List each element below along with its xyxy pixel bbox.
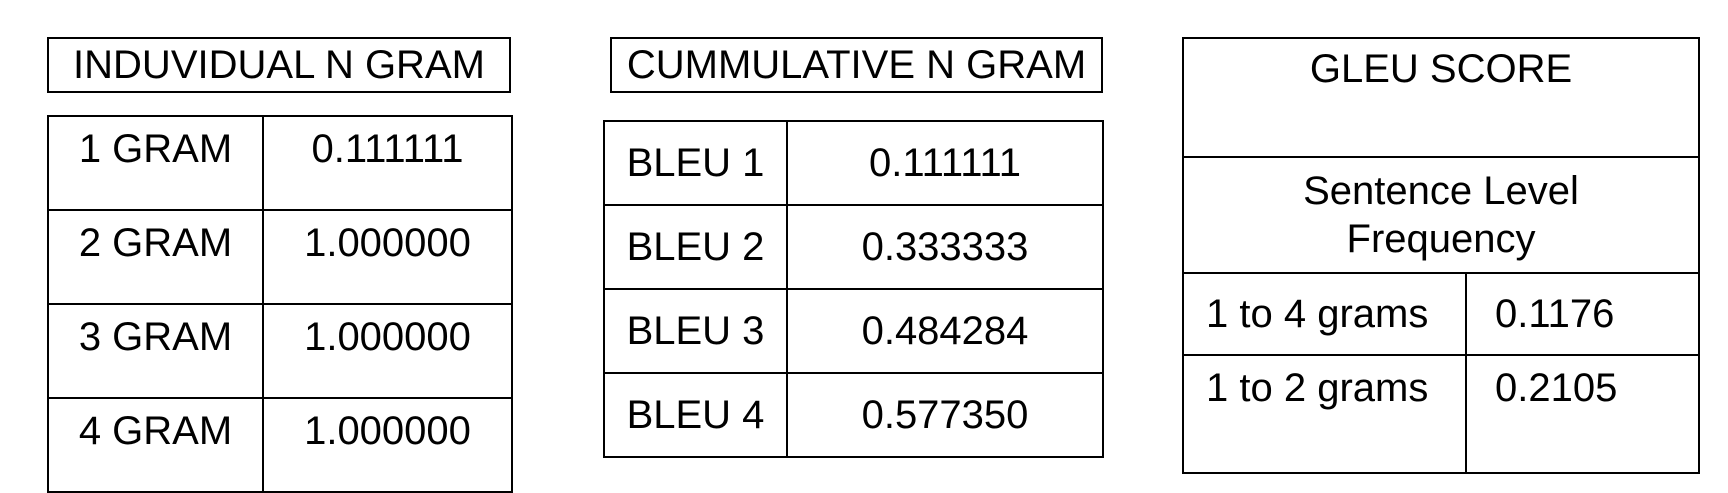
table-row: 1 GRAM 0.111111: [47, 115, 513, 211]
individual-ngram-title: INDUVIDUAL N GRAM: [47, 37, 511, 93]
subtitle-line-1: Sentence Level: [1303, 169, 1579, 213]
cumulative-ngram-title-text: CUMMULATIVE N GRAM: [626, 42, 1087, 87]
row-value: 0.333333: [786, 204, 1104, 290]
row-label: 4 GRAM: [47, 397, 264, 493]
row-value: 0.111111: [262, 115, 513, 211]
gleu-score-table: GLEU SCORE Sentence Level Frequency 1 to…: [1181, 37, 1701, 474]
cumulative-ngram-table: BLEU 1 0.111111 BLEU 2 0.333333 BLEU 3 0…: [603, 120, 1104, 458]
row-value: 0.2105: [1464, 354, 1701, 474]
table-row: BLEU 3 0.484284: [603, 288, 1104, 374]
row-value: 0.484284: [786, 288, 1104, 374]
table-row: 1 to 2 grams 0.2105: [1182, 354, 1701, 474]
gleu-score-subtitle: Sentence Level Frequency: [1181, 156, 1701, 274]
row-value: 1.000000: [262, 397, 513, 493]
row-label: BLEU 3: [603, 288, 788, 374]
row-label: 1 GRAM: [47, 115, 264, 211]
table-row: BLEU 2 0.333333: [603, 204, 1104, 290]
cumulative-ngram-title: CUMMULATIVE N GRAM: [610, 37, 1103, 93]
row-label: 3 GRAM: [47, 303, 264, 399]
row-value: 1.000000: [262, 209, 513, 305]
row-label: BLEU 2: [603, 204, 788, 290]
row-value: 0.1176: [1464, 272, 1701, 356]
table-row: 3 GRAM 1.000000: [47, 303, 513, 399]
table-row: 4 GRAM 1.000000: [47, 397, 513, 493]
row-label: BLEU 4: [603, 372, 788, 458]
table-row: 1 to 4 grams 0.1176: [1182, 272, 1701, 356]
table-row: 2 GRAM 1.000000: [47, 209, 513, 305]
table-row: BLEU 1 0.111111: [603, 120, 1104, 206]
row-label: 1 to 4 grams: [1182, 272, 1467, 356]
table-row: BLEU 4 0.577350: [603, 372, 1104, 458]
individual-ngram-title-text: INDUVIDUAL N GRAM: [73, 42, 485, 87]
row-value: 0.111111: [786, 120, 1104, 206]
gleu-score-header-row: GLEU SCORE: [1181, 37, 1701, 158]
subtitle-line-2: Frequency: [1346, 217, 1536, 261]
gleu-score-title: GLEU SCORE: [1181, 37, 1701, 158]
gleu-score-subheader-row: Sentence Level Frequency: [1181, 156, 1701, 274]
row-value: 1.000000: [262, 303, 513, 399]
row-label: BLEU 1: [603, 120, 788, 206]
row-label: 2 GRAM: [47, 209, 264, 305]
row-label: 1 to 2 grams: [1182, 354, 1467, 474]
individual-ngram-table: 1 GRAM 0.111111 2 GRAM 1.000000 3 GRAM 1…: [47, 115, 513, 493]
row-value: 0.577350: [786, 372, 1104, 458]
